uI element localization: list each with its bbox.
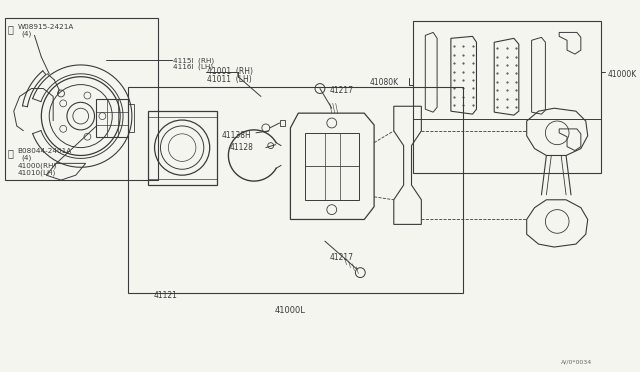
Text: 41217: 41217: [330, 86, 354, 94]
Text: 41001  (RH): 41001 (RH): [207, 67, 253, 76]
Text: Ⓑ: Ⓑ: [8, 148, 14, 158]
Text: 41000K: 41000K: [607, 70, 637, 79]
Text: 41121: 41121: [154, 291, 177, 300]
Text: 41080K: 41080K: [369, 78, 398, 87]
Text: (4): (4): [22, 31, 32, 37]
Text: 4116l  (LH): 4116l (LH): [173, 64, 213, 70]
Text: 41000(RH): 41000(RH): [18, 162, 57, 169]
Text: 4115l  (RH): 4115l (RH): [173, 57, 214, 64]
Bar: [128, 87, 463, 293]
Text: 41010(LH): 41010(LH): [18, 169, 56, 176]
Text: B08044-2401A: B08044-2401A: [18, 148, 72, 154]
Text: 41217: 41217: [330, 253, 354, 262]
Bar: [5, 17, 157, 180]
Text: A//0*0034: A//0*0034: [561, 359, 593, 364]
Text: W08915-2421A: W08915-2421A: [18, 23, 74, 29]
Bar: [413, 20, 600, 173]
Text: ⓦ: ⓦ: [8, 25, 14, 35]
Text: 41138H: 41138H: [221, 131, 252, 140]
Text: (4): (4): [22, 154, 32, 161]
Text: 41000L: 41000L: [275, 306, 306, 315]
Text: 41128: 41128: [229, 143, 253, 152]
Text: 41011  (LH): 41011 (LH): [207, 75, 252, 84]
